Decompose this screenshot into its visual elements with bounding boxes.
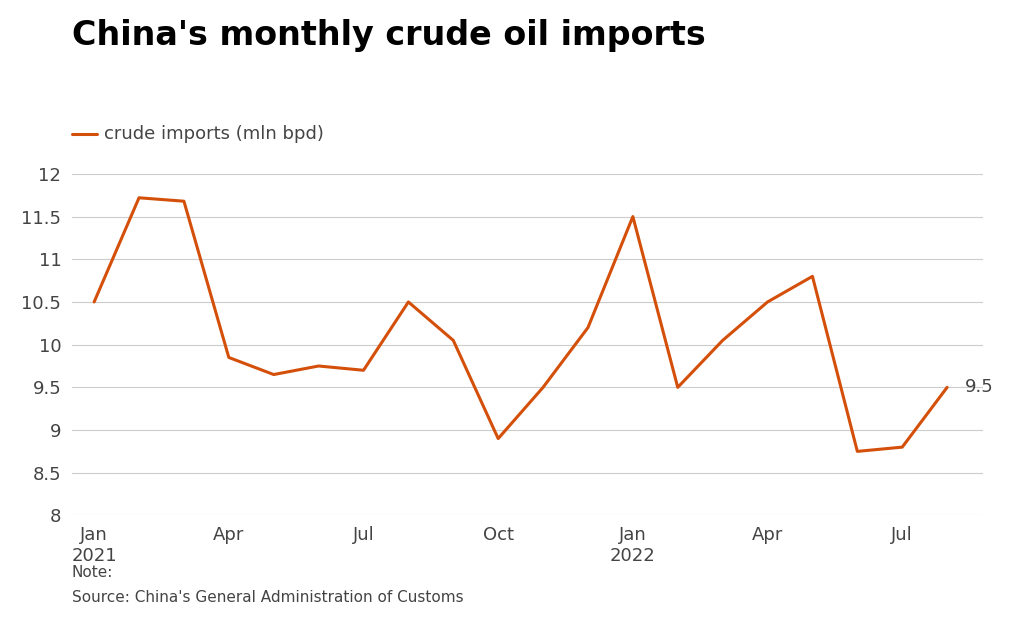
Text: crude imports (mln bpd): crude imports (mln bpd) xyxy=(104,125,325,142)
Text: Source: China's General Administration of Customs: Source: China's General Administration o… xyxy=(72,590,463,605)
Text: Note:: Note: xyxy=(72,565,113,580)
Text: China's monthly crude oil imports: China's monthly crude oil imports xyxy=(72,19,706,52)
Text: 9.5: 9.5 xyxy=(965,378,994,396)
